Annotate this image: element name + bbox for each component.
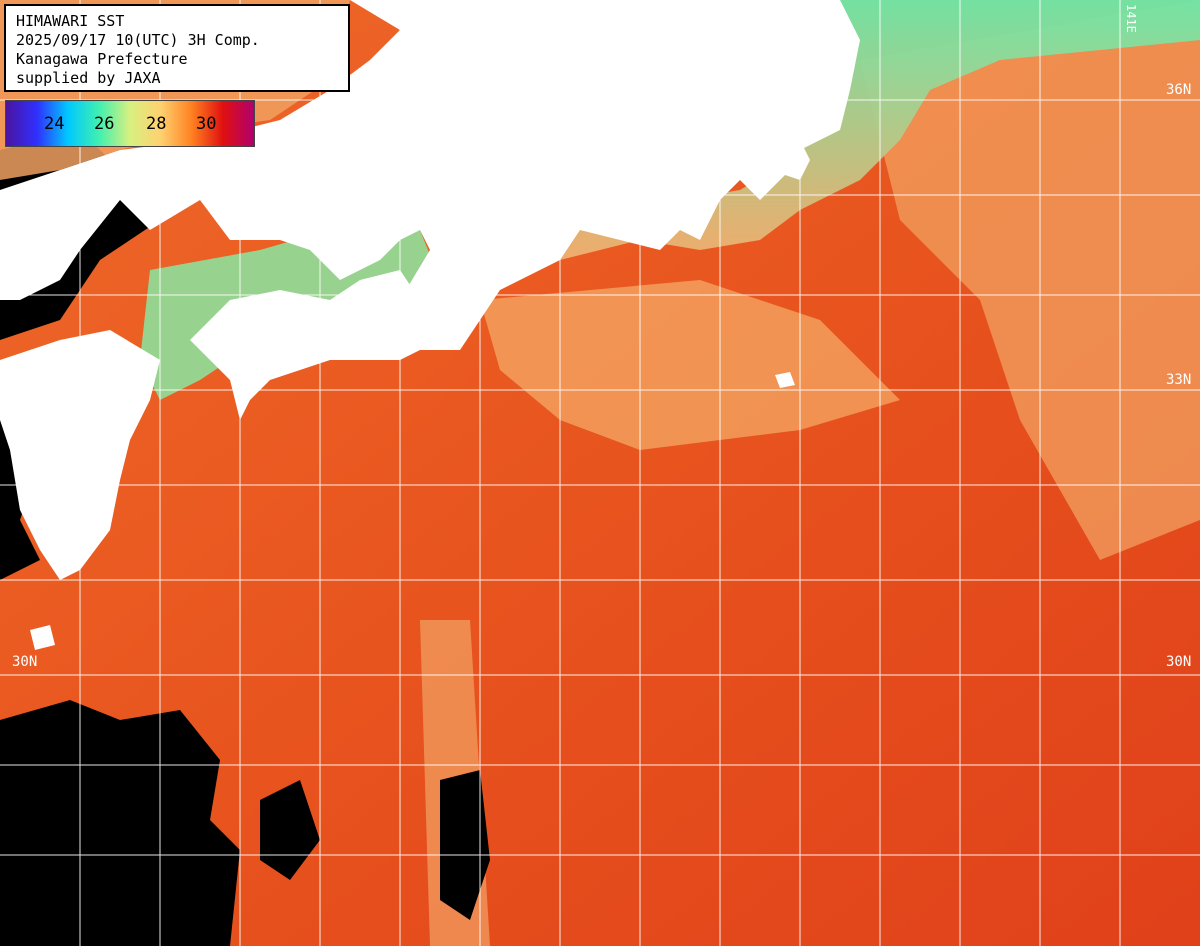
- title-box: HIMAWARI SST 2025/09/17 10(UTC) 3H Comp.…: [4, 4, 350, 92]
- legend-tick-26: 26: [94, 114, 115, 134]
- land-island-2: [30, 625, 55, 650]
- lon-label-top-1: 136E: [484, 4, 498, 33]
- land-island-1: [775, 372, 795, 388]
- legend-tick-24: 24: [44, 114, 65, 134]
- lat-label-36-right: 36N: [1166, 82, 1192, 98]
- no-data-south-mid: [440, 770, 490, 920]
- title-line-prefecture: Kanagawa Prefecture: [16, 50, 188, 68]
- cool-water-east: [860, 0, 1200, 560]
- lat-label-33-left: 33: [12, 372, 29, 388]
- lat-label-33-right: 33N: [1166, 372, 1192, 388]
- lat-label-30-right: 30N: [1166, 654, 1192, 670]
- land-shikoku: [190, 270, 440, 420]
- title-line-supplier: supplied by JAXA: [16, 69, 161, 87]
- title-line-timestamp: 2025/09/17 10(UTC) 3H Comp.: [16, 31, 260, 49]
- legend-tick-28: 28: [146, 114, 167, 134]
- lat-label-30-left: 30N: [12, 654, 38, 670]
- temperature-color-legend: 24 26 28 30: [5, 100, 255, 147]
- legend-tick-30: 30: [196, 114, 217, 134]
- cool-water-plume: [480, 280, 900, 450]
- lon-label-top-2: 141E: [1124, 4, 1138, 33]
- no-data-sw: [0, 700, 240, 946]
- land-izu: [780, 140, 810, 180]
- cool-coastal-water: [540, 0, 1200, 260]
- title-line-satellite: HIMAWARI SST: [16, 12, 125, 30]
- land-honshu: [0, 0, 860, 350]
